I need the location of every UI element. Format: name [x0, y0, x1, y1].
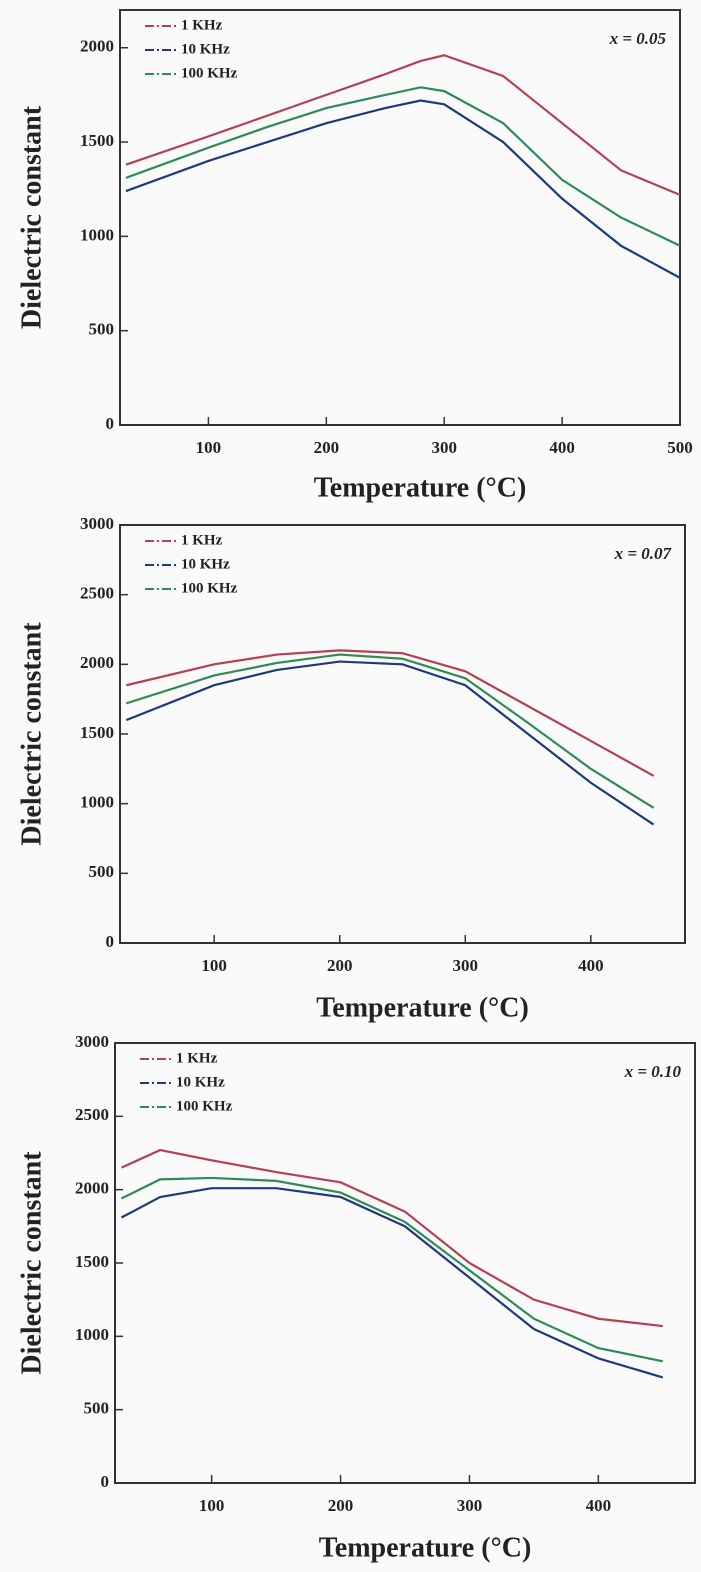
y-tick-label: 1000: [80, 225, 114, 244]
x-tick-label: 300: [457, 1496, 483, 1515]
x-tick-label: 200: [327, 956, 353, 975]
y-tick-label: 1500: [80, 723, 114, 742]
legend-label: 100 KHz: [181, 65, 238, 81]
y-tick-label: 1000: [80, 793, 114, 812]
y-tick-label: 2000: [80, 653, 114, 672]
x-tick-label: 200: [314, 438, 340, 457]
y-tick-label: 0: [101, 1472, 110, 1491]
plot-frame: [119, 9, 681, 426]
x-tick-label: 400: [578, 956, 604, 975]
y-axis-label: Dielectric constant: [16, 105, 47, 329]
x-tick-label: 300: [453, 956, 479, 975]
y-tick-label: 2500: [80, 584, 114, 603]
data-line: [125, 99, 681, 279]
data-line: [125, 660, 655, 826]
legend-label: 10 KHz: [181, 41, 230, 57]
x-tick-label: 100: [199, 1496, 225, 1515]
x-tick-label: 400: [549, 438, 575, 457]
y-tick-label: 1000: [75, 1325, 109, 1344]
legend-label: 100 KHz: [181, 580, 238, 596]
y-tick-label: 1500: [80, 131, 114, 150]
legend-label: 1 KHz: [181, 532, 223, 548]
y-tick-label: 500: [89, 862, 115, 881]
x-tick-label: 100: [196, 438, 222, 457]
x-tick-label: 100: [201, 956, 227, 975]
legend-label: 10 KHz: [181, 556, 230, 572]
data-line: [125, 54, 681, 196]
annotation: x = 0.07: [614, 544, 673, 563]
annotation: x = 0.05: [609, 29, 667, 48]
data-line: [125, 653, 655, 809]
y-tick-label: 1500: [75, 1252, 109, 1271]
y-tick-label: 0: [106, 932, 115, 951]
y-tick-label: 2000: [80, 37, 114, 56]
y-tick-label: 500: [89, 320, 115, 339]
y-axis-label: Dielectric constant: [16, 622, 47, 846]
legend-label: 10 KHz: [176, 1074, 225, 1090]
data-line: [125, 86, 681, 247]
y-axis-label: Dielectric constant: [16, 1151, 47, 1375]
y-tick-label: 2000: [75, 1179, 109, 1198]
x-axis-label: Temperature (°C): [316, 992, 529, 1023]
legend-label: 1 KHz: [176, 1050, 218, 1066]
x-tick-label: 300: [431, 438, 457, 457]
annotation: x = 0.10: [624, 1062, 682, 1081]
y-tick-label: 2500: [75, 1105, 109, 1124]
data-line: [126, 649, 655, 777]
legend-label: 100 KHz: [176, 1098, 233, 1114]
x-axis-label: Temperature (°C): [314, 472, 527, 503]
data-line: [120, 1187, 664, 1379]
data-line: [120, 1148, 663, 1328]
x-tick-label: 400: [586, 1496, 612, 1515]
x-tick-label: 200: [328, 1496, 354, 1515]
x-tick-label: 500: [667, 438, 693, 457]
y-tick-label: 3000: [75, 1032, 109, 1051]
x-axis-label: Temperature (°C): [319, 1532, 532, 1563]
y-tick-label: 500: [84, 1399, 110, 1418]
legend-label: 1 KHz: [181, 17, 223, 33]
data-line: [120, 1176, 663, 1363]
y-tick-label: 0: [106, 414, 115, 433]
y-tick-label: 3000: [80, 514, 114, 533]
